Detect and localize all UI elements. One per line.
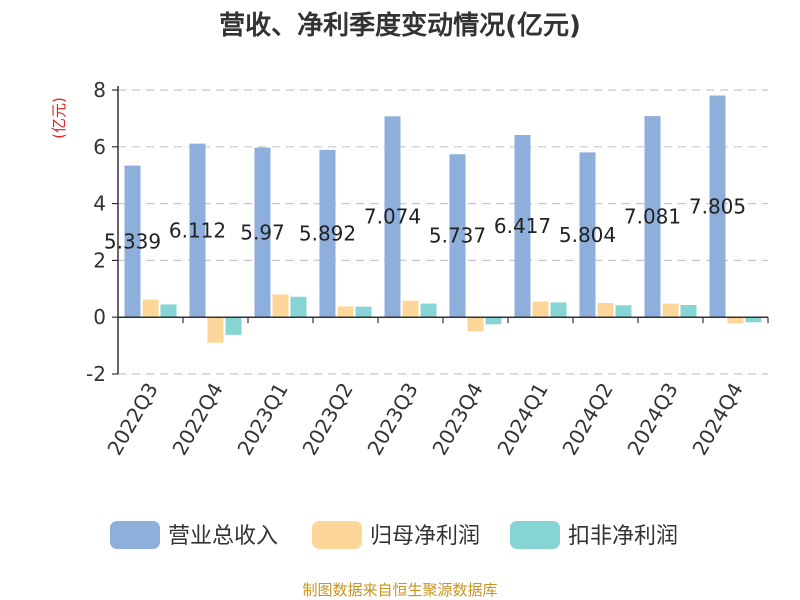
legend-label: 营业总收入	[168, 524, 278, 549]
x-tick-label: 2024Q2	[557, 379, 617, 460]
legend-label: 归母净利润	[370, 524, 480, 549]
y-axis-unit: (亿元)	[50, 97, 68, 139]
bar-3	[225, 317, 242, 335]
y-tick-label: 0	[93, 305, 106, 329]
data-label: 7.081	[624, 205, 681, 229]
x-tick-label: 2023Q1	[232, 379, 292, 460]
data-label: 5.339	[104, 229, 161, 253]
bar-1	[514, 134, 531, 318]
bar-2	[402, 300, 419, 318]
bar-1	[254, 147, 271, 318]
bar-2	[207, 317, 224, 343]
x-tick-label: 2023Q3	[362, 379, 422, 460]
x-tick-label: 2022Q3	[102, 379, 162, 460]
y-tick-label: 6	[93, 135, 106, 159]
data-label: 5.97	[240, 220, 285, 244]
bar-3	[550, 302, 567, 318]
chart-title: 营收、净利季度变动情况(亿元)	[219, 10, 581, 41]
bar-2	[272, 294, 289, 318]
bar-1	[709, 95, 726, 318]
bar-1	[644, 116, 661, 318]
bar-1	[579, 152, 596, 318]
legend-label: 扣非净利润	[568, 524, 678, 549]
y-tick-label: 8	[93, 78, 106, 102]
bar-3	[290, 296, 307, 318]
x-tick-label: 2024Q1	[492, 379, 552, 460]
bar-2	[597, 303, 614, 318]
source-note: 制图数据来自恒生聚源数据库	[302, 581, 497, 599]
data-label: 5.804	[559, 223, 616, 247]
x-tick-label: 2024Q4	[687, 379, 747, 460]
x-tick-label: 2022Q4	[167, 379, 227, 460]
bar-2	[532, 301, 549, 318]
data-label: 6.112	[169, 218, 226, 242]
bar-1	[449, 154, 466, 318]
bar-3	[420, 303, 437, 318]
legend-swatch	[510, 521, 560, 549]
data-label: 7.805	[689, 194, 746, 218]
bar-2	[337, 306, 354, 318]
bar-3	[160, 304, 177, 318]
bar-1	[384, 116, 401, 318]
bar-2	[142, 299, 159, 318]
bar-2	[467, 317, 484, 332]
bar-2	[727, 317, 744, 324]
x-tick-label: 2024Q3	[622, 379, 682, 460]
bar-2	[662, 303, 679, 318]
bar-3	[745, 317, 762, 323]
data-label: 5.892	[299, 222, 356, 246]
bars	[124, 95, 762, 343]
bar-1	[189, 143, 206, 318]
bar-1	[319, 149, 336, 318]
legend-swatch	[312, 521, 362, 549]
data-label: 7.074	[364, 205, 421, 229]
data-labels: 5.339 6.112 5.97 5.892 7.074 5.737 6.417 5.804 7…	[104, 194, 746, 253]
data-label: 5.737	[429, 224, 486, 248]
bar-1	[124, 165, 141, 318]
legend: 营业总收入 归母净利润 扣非净利润	[110, 521, 678, 549]
x-tick-label: 2023Q2	[297, 379, 357, 460]
legend-swatch	[110, 521, 160, 549]
data-label: 6.417	[494, 214, 551, 238]
y-tick-label: -2	[86, 362, 106, 386]
bar-3	[355, 306, 372, 318]
y-tick-label: 4	[93, 192, 106, 216]
bar-3	[615, 305, 632, 318]
bar-3	[485, 317, 502, 325]
x-tick-label: 2023Q4	[427, 379, 487, 460]
bar-3	[680, 304, 697, 318]
y-tick-label: 2	[93, 248, 106, 272]
